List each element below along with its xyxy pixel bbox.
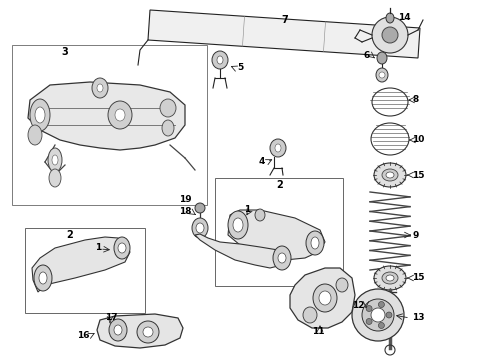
Ellipse shape [160, 99, 176, 117]
Ellipse shape [319, 291, 331, 305]
Ellipse shape [386, 312, 392, 318]
Text: 15: 15 [412, 274, 424, 283]
Polygon shape [290, 268, 355, 328]
Ellipse shape [379, 72, 385, 78]
Ellipse shape [306, 231, 324, 255]
Bar [12, 45, 207, 205]
Ellipse shape [376, 68, 388, 82]
Text: 8: 8 [412, 95, 418, 104]
Ellipse shape [382, 272, 398, 284]
Ellipse shape [336, 278, 348, 292]
Ellipse shape [313, 284, 337, 312]
Text: 2: 2 [67, 230, 74, 240]
Text: 9: 9 [412, 230, 418, 239]
Ellipse shape [109, 319, 127, 341]
Text: 2: 2 [277, 180, 283, 190]
Text: 6: 6 [364, 50, 370, 59]
Ellipse shape [352, 289, 404, 341]
Text: 16: 16 [77, 330, 90, 339]
Ellipse shape [303, 307, 317, 323]
Ellipse shape [108, 101, 132, 129]
Ellipse shape [196, 223, 204, 233]
Ellipse shape [195, 203, 205, 213]
Ellipse shape [114, 325, 122, 335]
Text: 7: 7 [282, 15, 289, 25]
Ellipse shape [275, 144, 281, 152]
Text: 5: 5 [237, 63, 243, 72]
Text: 10: 10 [412, 135, 424, 144]
Ellipse shape [386, 172, 394, 178]
Polygon shape [32, 237, 130, 292]
Ellipse shape [143, 327, 153, 337]
Ellipse shape [212, 51, 228, 69]
Ellipse shape [228, 211, 248, 239]
Ellipse shape [362, 299, 394, 331]
Text: 4: 4 [259, 158, 265, 166]
Ellipse shape [386, 13, 394, 23]
Bar [215, 178, 343, 286]
Ellipse shape [378, 323, 384, 328]
Bar [25, 228, 145, 313]
Text: 11: 11 [312, 328, 324, 337]
Text: 15: 15 [412, 171, 424, 180]
Ellipse shape [217, 56, 223, 64]
Text: 14: 14 [398, 13, 411, 22]
Text: 13: 13 [412, 314, 424, 323]
Ellipse shape [374, 163, 406, 187]
Ellipse shape [39, 272, 47, 284]
Ellipse shape [366, 306, 372, 311]
Ellipse shape [372, 17, 408, 53]
Ellipse shape [28, 125, 42, 145]
Ellipse shape [311, 237, 319, 249]
Ellipse shape [49, 169, 61, 187]
Ellipse shape [270, 139, 286, 157]
Text: 18: 18 [179, 207, 192, 216]
Text: 17: 17 [105, 314, 118, 323]
Ellipse shape [35, 107, 45, 123]
Text: 12: 12 [352, 301, 365, 310]
Polygon shape [228, 210, 325, 260]
Ellipse shape [233, 218, 243, 232]
Ellipse shape [273, 246, 291, 270]
Ellipse shape [48, 148, 62, 172]
Ellipse shape [374, 266, 406, 290]
Ellipse shape [382, 169, 398, 181]
Ellipse shape [162, 120, 174, 136]
Ellipse shape [192, 218, 208, 238]
Ellipse shape [278, 253, 286, 263]
Ellipse shape [52, 155, 58, 165]
Polygon shape [97, 314, 183, 348]
Ellipse shape [382, 27, 398, 43]
Ellipse shape [386, 275, 394, 281]
Ellipse shape [114, 237, 130, 259]
Text: 1: 1 [244, 206, 250, 215]
Polygon shape [195, 234, 285, 268]
Ellipse shape [115, 109, 125, 121]
Ellipse shape [377, 52, 387, 64]
Text: 1: 1 [95, 243, 101, 252]
Ellipse shape [118, 243, 126, 253]
Ellipse shape [30, 99, 50, 131]
Ellipse shape [34, 265, 52, 291]
Text: 19: 19 [179, 195, 192, 204]
Ellipse shape [255, 209, 265, 221]
Ellipse shape [137, 321, 159, 343]
Ellipse shape [378, 302, 384, 307]
Ellipse shape [92, 78, 108, 98]
Polygon shape [28, 82, 185, 150]
Ellipse shape [371, 308, 385, 322]
Ellipse shape [366, 319, 372, 324]
Ellipse shape [97, 84, 103, 92]
Polygon shape [148, 10, 420, 58]
Text: 3: 3 [62, 47, 69, 57]
